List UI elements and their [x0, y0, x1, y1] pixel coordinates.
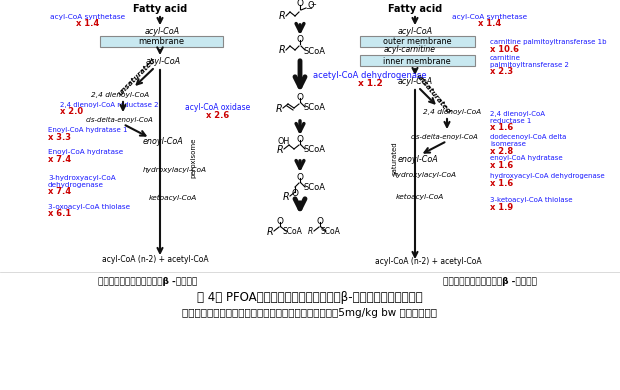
Text: 3-hydroxyacyl-CoA: 3-hydroxyacyl-CoA	[48, 175, 116, 181]
Text: R: R	[277, 145, 283, 155]
Text: O: O	[316, 216, 324, 225]
Text: x 7.4: x 7.4	[48, 154, 71, 163]
Text: SCoA: SCoA	[303, 145, 325, 154]
Text: x 2.0: x 2.0	[60, 108, 83, 117]
Text: acyl-CoA synthetase: acyl-CoA synthetase	[50, 14, 126, 20]
Text: R: R	[308, 227, 312, 236]
Text: O: O	[308, 0, 314, 9]
Text: cis-delta-enoyl-CoA: cis-delta-enoyl-CoA	[86, 117, 154, 123]
Text: x 2.3: x 2.3	[490, 67, 513, 76]
Text: 2,4 dienoyl-CoA: 2,4 dienoyl-CoA	[423, 109, 481, 115]
Text: OH: OH	[278, 138, 290, 147]
Text: acyl-CoA: acyl-CoA	[397, 78, 433, 87]
Text: carnitine: carnitine	[490, 55, 521, 61]
Text: R: R	[267, 227, 273, 237]
Text: acyl-CoA (n-2) + acetyl-CoA: acyl-CoA (n-2) + acetyl-CoA	[102, 255, 208, 264]
Text: x 1.4: x 1.4	[76, 20, 100, 28]
Text: 2,4 dienoyl-CoA: 2,4 dienoyl-CoA	[91, 92, 149, 98]
Text: $\mathdefault{-}$: $\mathdefault{-}$	[311, 0, 317, 6]
Text: acyl-CoA: acyl-CoA	[146, 57, 180, 67]
Text: enoyl-CoA hydratase: enoyl-CoA hydratase	[490, 155, 562, 161]
Text: acyl-CoA synthetase: acyl-CoA synthetase	[453, 14, 528, 20]
Text: x 1.9: x 1.9	[490, 202, 513, 211]
Text: x 1.2: x 1.2	[358, 78, 383, 87]
Text: x 7.4: x 7.4	[48, 188, 71, 197]
Text: acyl-CoA: acyl-CoA	[144, 27, 180, 35]
Bar	[100, 36, 223, 47]
Text: R: R	[278, 45, 285, 55]
Text: 2,4 dienoyl-CoA reductase 2: 2,4 dienoyl-CoA reductase 2	[60, 102, 159, 108]
Text: unsaturated: unsaturated	[415, 73, 451, 115]
Text: x 2.8: x 2.8	[490, 147, 513, 156]
Text: O: O	[296, 135, 304, 144]
Text: Enoyl-CoA hydratase: Enoyl-CoA hydratase	[48, 149, 123, 155]
Text: R: R	[276, 104, 282, 114]
Text: Fatty acid: Fatty acid	[133, 4, 187, 14]
Text: x 6.1: x 6.1	[48, 209, 71, 218]
Bar	[360, 36, 475, 47]
Text: R: R	[283, 192, 290, 202]
Text: O: O	[296, 34, 304, 44]
Text: x 1.6: x 1.6	[490, 124, 513, 133]
Text: x 1.6: x 1.6	[490, 161, 513, 170]
Text: hydroxylacyl-CoA: hydroxylacyl-CoA	[143, 167, 207, 173]
Text: R: R	[278, 11, 285, 21]
Text: （赤数字は対照に比べた遺伝子発現の変動率を示す：　5mg/kg bw 投与での例）: （赤数字は対照に比べた遺伝子発現の変動率を示す： 5mg/kg bw 投与での例…	[182, 308, 438, 318]
Text: ketoacyl-CoA: ketoacyl-CoA	[396, 194, 444, 200]
Text: Fatty acid: Fatty acid	[388, 4, 442, 14]
Text: x 3.3: x 3.3	[48, 133, 71, 142]
Text: inner membrane: inner membrane	[383, 57, 451, 66]
Text: reductase 1: reductase 1	[490, 118, 531, 124]
Text: SCoA: SCoA	[303, 103, 325, 112]
Text: cis-delta-enoyl-CoA: cis-delta-enoyl-CoA	[411, 134, 479, 140]
Text: enoyl-CoA: enoyl-CoA	[143, 138, 184, 147]
Text: O: O	[291, 188, 298, 197]
Text: carnitine palmitoyltransferase 1b: carnitine palmitoyltransferase 1b	[490, 39, 606, 45]
Text: 3-oxoacyl-CoA thiolase: 3-oxoacyl-CoA thiolase	[48, 204, 130, 210]
Text: $\mathdefault{-}$: $\mathdefault{-}$	[305, 2, 313, 11]
Text: acyl-CoA oxidase: acyl-CoA oxidase	[185, 103, 250, 112]
Text: hydroxyacyl-CoA dehydrogenase: hydroxyacyl-CoA dehydrogenase	[490, 173, 604, 179]
Text: Enoyl-CoA hydratase 1: Enoyl-CoA hydratase 1	[48, 127, 128, 133]
Text: O: O	[296, 92, 304, 101]
Text: x 2.6: x 2.6	[206, 110, 229, 119]
Text: saturated: saturated	[392, 141, 398, 175]
Text: 3-ketoacyl-CoA thiolase: 3-ketoacyl-CoA thiolase	[490, 197, 572, 203]
Text: dodecenoyl-CoA delta: dodecenoyl-CoA delta	[490, 134, 567, 140]
Text: peroxisome: peroxisome	[190, 138, 196, 178]
Text: isomerase: isomerase	[490, 141, 526, 147]
Text: acyl-CoA: acyl-CoA	[397, 28, 433, 37]
Text: x 10.6: x 10.6	[490, 44, 519, 53]
Text: SCoA: SCoA	[303, 46, 325, 55]
Text: enoyl-CoA: enoyl-CoA	[397, 154, 438, 163]
Bar	[360, 55, 475, 66]
Text: acyl-carnitine: acyl-carnitine	[384, 46, 436, 55]
Text: ketoacyl-CoA: ketoacyl-CoA	[149, 195, 197, 201]
Text: palmitoyltransferase 2: palmitoyltransferase 2	[490, 62, 569, 68]
Text: acyl-CoA (n-2) + acetyl-CoA: acyl-CoA (n-2) + acetyl-CoA	[374, 257, 481, 266]
Text: membrane: membrane	[138, 37, 184, 46]
Text: O: O	[296, 0, 304, 9]
Text: SCoA: SCoA	[282, 227, 302, 236]
Text: SCoA: SCoA	[320, 227, 340, 236]
Text: O: O	[277, 216, 283, 225]
Text: SCoA: SCoA	[303, 184, 325, 193]
Text: hydroxylacyl-CoA: hydroxylacyl-CoA	[393, 172, 457, 178]
Text: dehydrogenase: dehydrogenase	[48, 182, 104, 188]
Text: unsaturated: unsaturated	[117, 57, 157, 97]
Text: ミトコンドリアの脂肪酸β -酸化経路: ミトコンドリアの脂肪酸β -酸化経路	[443, 277, 537, 285]
Text: 2,4 dienoyl-CoA: 2,4 dienoyl-CoA	[490, 111, 545, 117]
Text: O: O	[296, 172, 304, 181]
Text: 図 4． PFOAを投与したラットの脂肪酸β-酸化関連遺伝子の誤導: 図 4． PFOAを投与したラットの脂肪酸β-酸化関連遺伝子の誤導	[197, 291, 423, 305]
Text: ペルオキシソームの脂肪酸β -酸化経路: ペルオキシソームの脂肪酸β -酸化経路	[99, 277, 198, 285]
Text: acetyl-CoA dehydrogenase: acetyl-CoA dehydrogenase	[313, 71, 427, 80]
Text: x 1.6: x 1.6	[490, 179, 513, 188]
Text: x 1.4: x 1.4	[479, 20, 502, 28]
Text: outer membrane: outer membrane	[383, 37, 451, 46]
